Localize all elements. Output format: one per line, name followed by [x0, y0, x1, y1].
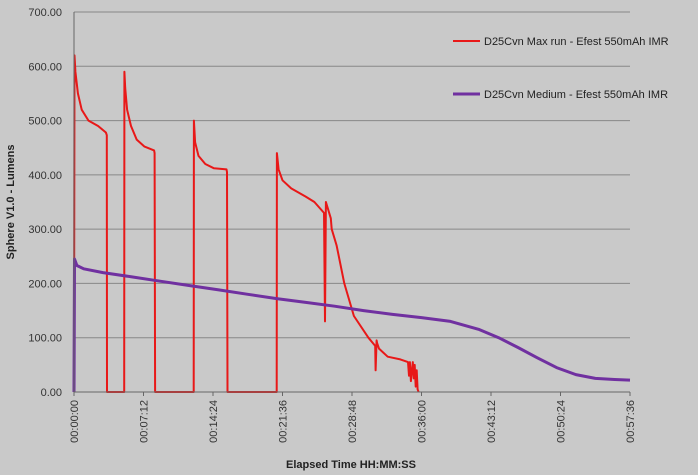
x-tick-label: 00:14:24 [208, 400, 220, 443]
y-tick-label: 400.00 [28, 170, 62, 182]
legend-label-medium: D25Cvn Medium - Efest 550mAh IMR [484, 89, 668, 101]
y-axis-ticks: 0.00 100.00 200.00 300.00 400.00 500.00 600.00… [28, 7, 62, 399]
x-tick-label: 00:50:24 [556, 400, 568, 443]
legend-label-max-run: D25Cvn Max run - Efest 550mAh IMR [484, 36, 669, 48]
x-tick-label: 00:36:00 [417, 400, 429, 443]
y-tick-label: 500.00 [28, 116, 62, 128]
y-tick-label: 200.00 [28, 278, 62, 290]
x-tick-label: 00:00:00 [69, 400, 81, 443]
y-tick-label: 700.00 [28, 7, 62, 19]
y-axis-title: Sphere V1.0 - Lumens [5, 145, 17, 260]
x-axis-ticks: 00:00:00 00:07:12 00:14:24 00:21:36 00:28:48… [69, 392, 637, 443]
series-line-medium [72, 257, 631, 393]
legend: D25Cvn Max run - Efest 550mAh IMR D25Cvn… [453, 36, 669, 101]
series-lines [72, 54, 631, 393]
x-tick-label: 00:21:36 [278, 400, 290, 443]
y-tick-label: 100.00 [28, 333, 62, 345]
x-tick-label: 00:07:12 [139, 400, 151, 443]
x-tick-label: 00:28:48 [347, 400, 359, 443]
y-tick-label: 600.00 [28, 61, 62, 73]
series-line-max-run [73, 54, 420, 393]
x-tick-label: 00:43:12 [486, 400, 498, 443]
x-tick-label: 00:57:36 [625, 400, 637, 443]
plot-background [74, 12, 630, 392]
x-axis-title: Elapsed Time HH:MM:SS [286, 459, 416, 471]
y-tick-label: 300.00 [28, 224, 62, 236]
y-tick-label: 0.00 [41, 387, 62, 399]
